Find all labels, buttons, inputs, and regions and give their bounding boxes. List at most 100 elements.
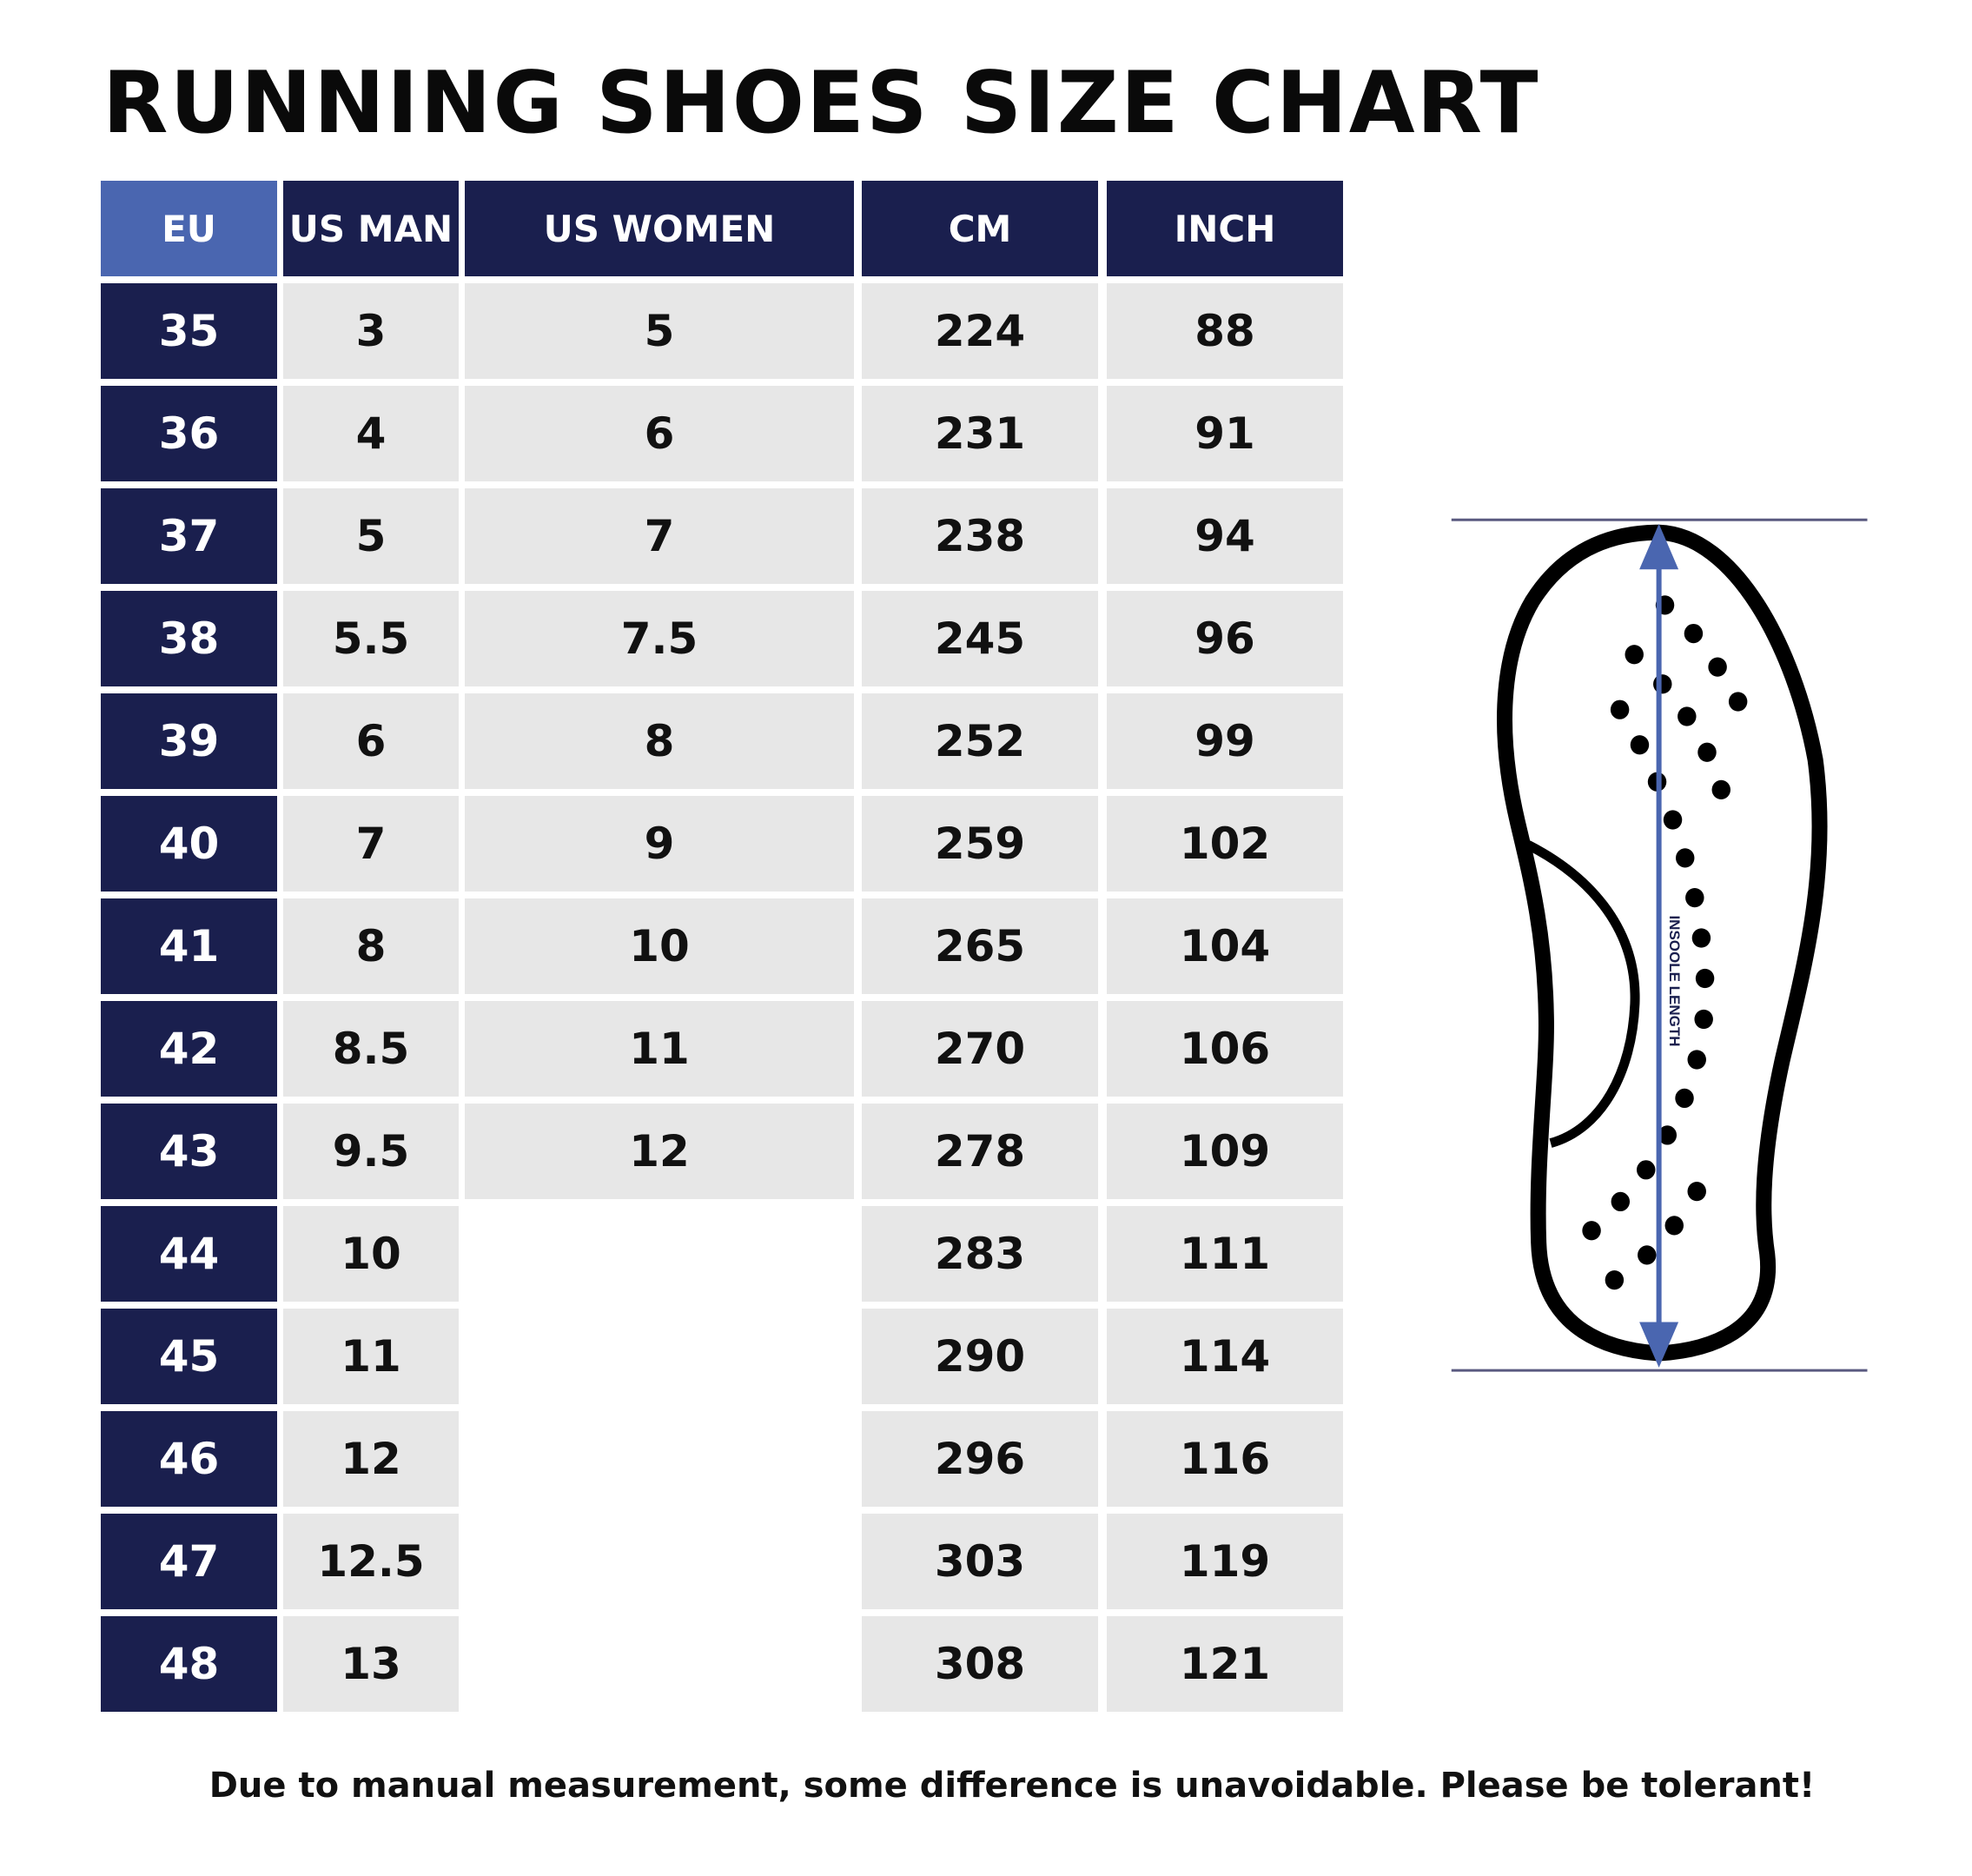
arrow-up-icon	[1639, 523, 1679, 570]
insole-dot	[1675, 1088, 1694, 1109]
cell-eu: 45	[101, 1309, 277, 1404]
insole-dot	[1653, 674, 1672, 694]
cell-eu: 42	[101, 1001, 277, 1097]
insole-dot	[1658, 1125, 1678, 1145]
insole-dot	[1708, 657, 1727, 677]
cell-cm: 278	[862, 1104, 1098, 1199]
cell-cm: 245	[862, 591, 1098, 686]
arch-line	[1528, 845, 1635, 1143]
insole-dot	[1685, 888, 1704, 908]
cell-us-man: 10	[283, 1206, 459, 1302]
cell-eu: 36	[101, 386, 277, 481]
header-us-man: US MAN	[283, 181, 459, 276]
cell-inch: 114	[1107, 1309, 1343, 1404]
cell-inch: 121	[1107, 1616, 1343, 1712]
cell-cm: 303	[862, 1514, 1098, 1609]
insole-outline	[1505, 533, 1820, 1354]
cell-us-man: 6	[283, 693, 459, 789]
cell-us-man: 13	[283, 1616, 459, 1712]
cell-us-women: 11	[465, 1001, 854, 1097]
cell-eu: 46	[101, 1411, 277, 1507]
cell-us-man: 8.5	[283, 1001, 459, 1097]
cell-us-man: 5	[283, 488, 459, 584]
cell-us-women: 8	[465, 693, 854, 789]
insole-dot	[1638, 1245, 1657, 1265]
cell-inch: 111	[1107, 1206, 1343, 1302]
cell-inch: 106	[1107, 1001, 1343, 1097]
disclaimer-text: Due to manual measurement, some differen…	[208, 1766, 1816, 1806]
cell-us-man: 7	[283, 796, 459, 892]
cell-cm: 238	[862, 488, 1098, 584]
shoe-insole-icon	[1433, 504, 1903, 1390]
cell-inch: 91	[1107, 386, 1343, 481]
insole-dot	[1687, 1050, 1706, 1070]
cell-cm: 270	[862, 1001, 1098, 1097]
header-cm: CM	[862, 181, 1098, 276]
cell-inch: 104	[1107, 898, 1343, 994]
cell-us-women: 12	[465, 1104, 854, 1199]
insole-dot	[1687, 1182, 1706, 1202]
cell-eu: 39	[101, 693, 277, 789]
cell-us-women: 7	[465, 488, 854, 584]
insole-dot	[1676, 848, 1695, 868]
arrow-down-icon	[1639, 1322, 1679, 1368]
cell-us-man: 4	[283, 386, 459, 481]
cell-eu: 35	[101, 283, 277, 379]
insole-dots	[1582, 595, 1748, 1290]
cell-inch: 109	[1107, 1104, 1343, 1199]
cell-us-man: 12	[283, 1411, 459, 1507]
insole-dot	[1684, 623, 1704, 644]
cell-inch: 99	[1107, 693, 1343, 789]
insole-dot	[1678, 706, 1697, 726]
cell-inch: 96	[1107, 591, 1343, 686]
cell-eu: 44	[101, 1206, 277, 1302]
page-title: RUNNING SHOES SIZE CHART	[103, 54, 1540, 153]
cell-us-women: 5	[465, 283, 854, 379]
header-inch: INCH	[1107, 181, 1343, 276]
cell-us-women: 6	[465, 386, 854, 481]
cell-cm: 224	[862, 283, 1098, 379]
insole-dot	[1664, 1216, 1684, 1236]
cell-us-man: 12.5	[283, 1514, 459, 1609]
cell-cm: 252	[862, 693, 1098, 789]
cell-eu: 41	[101, 898, 277, 994]
insole-dot	[1697, 742, 1717, 762]
insole-dot	[1695, 968, 1715, 989]
cell-inch: 102	[1107, 796, 1343, 892]
header-us-women: US WOMEN	[465, 181, 854, 276]
cell-cm: 231	[862, 386, 1098, 481]
cell-eu: 37	[101, 488, 277, 584]
cell-cm: 308	[862, 1616, 1098, 1712]
cell-cm: 290	[862, 1309, 1098, 1404]
cell-cm: 283	[862, 1206, 1098, 1302]
insole-dot	[1637, 1160, 1656, 1180]
cell-us-man: 9.5	[283, 1104, 459, 1199]
insole-dot	[1691, 928, 1711, 948]
cell-us-man: 11	[283, 1309, 459, 1404]
insole-dot	[1582, 1221, 1601, 1241]
cell-inch: 94	[1107, 488, 1343, 584]
insole-dot	[1711, 779, 1730, 799]
insole-dot	[1728, 692, 1748, 712]
insole-dot	[1694, 1009, 1713, 1030]
cell-us-man: 8	[283, 898, 459, 994]
cell-eu: 43	[101, 1104, 277, 1199]
insole-dot	[1605, 1270, 1625, 1290]
cell-cm: 259	[862, 796, 1098, 892]
cell-eu: 40	[101, 796, 277, 892]
cell-cm: 265	[862, 898, 1098, 994]
insole-length-label: INSOOLE LENGTH	[1666, 915, 1683, 1047]
cell-cm: 296	[862, 1411, 1098, 1507]
cell-inch: 119	[1107, 1514, 1343, 1609]
insole-dot	[1611, 1191, 1631, 1212]
cell-us-man: 3	[283, 283, 459, 379]
insole-dot	[1625, 645, 1644, 665]
header-eu: EU	[101, 181, 277, 276]
insole-dot	[1610, 699, 1630, 719]
cell-us-women: 9	[465, 796, 854, 892]
cell-us-women: 10	[465, 898, 854, 994]
cell-eu: 48	[101, 1616, 277, 1712]
cell-eu: 47	[101, 1514, 277, 1609]
cell-inch: 88	[1107, 283, 1343, 379]
insole-dot	[1630, 735, 1650, 755]
